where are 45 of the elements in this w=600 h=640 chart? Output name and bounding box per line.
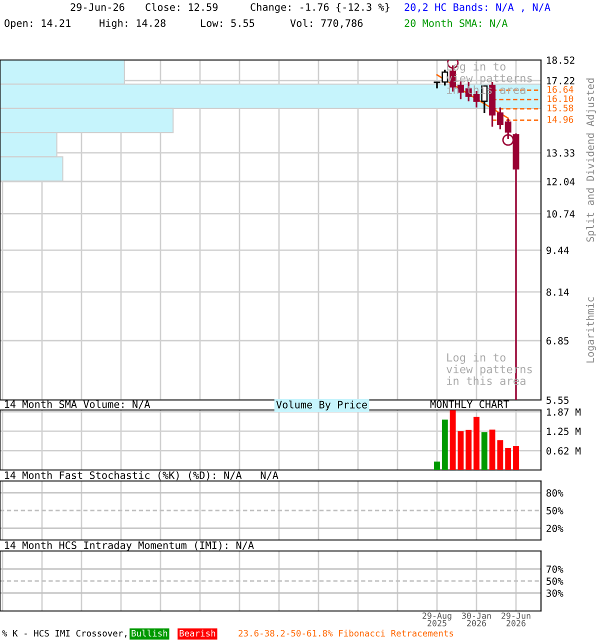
y-tick-label: 70%: [546, 566, 564, 573]
y-axis-title: Split and Dividend Adjusted: [586, 78, 596, 242]
text: Bullish: [132, 630, 168, 637]
y-tick-label: 10.74: [547, 210, 575, 218]
y-tick-label: 12.04: [547, 178, 575, 186]
text: 14 Month HCS Intraday Momentum (IMI): N/A: [5, 541, 254, 551]
y-tick-label: 50%: [546, 578, 564, 585]
text: High: 14.28: [100, 19, 166, 29]
y-tick-label: 1.25 M: [547, 428, 581, 435]
y-tick-label: 0.62 M: [546, 447, 581, 455]
y-tick-label: 1.87 M: [547, 408, 581, 416]
y-tick-label: 6.85: [546, 337, 568, 344]
y-tick-label: 20%: [546, 524, 564, 532]
y-tick-label: 8.14: [546, 288, 569, 296]
text: MONTHLY CHART: [430, 400, 510, 408]
y-tick-label: 5.55: [546, 396, 568, 404]
text: Low: 5.55: [201, 19, 254, 27]
y-tick-label: 50%: [546, 507, 564, 514]
text: 29-Jun-26: [70, 3, 124, 11]
text: Vol: 770,786: [290, 19, 363, 28]
text: 23.6-38.2-50-61.8% Fibonacci Retracements: [238, 630, 454, 637]
ref-line-label: 14.96: [548, 116, 574, 123]
y-tick-label: 80%: [546, 489, 564, 497]
text: Change: -1.76 {-12.3 %}: [250, 3, 390, 13]
text: 14 Month SMA Volume: N/A: [5, 400, 150, 409]
y-tick-label: 18.52: [547, 56, 574, 64]
y-tick-label: 9.44: [546, 246, 569, 254]
ref-line-label: 16.64: [548, 86, 574, 93]
text: 20,2 HC Bands: N/A , N/A: [404, 3, 550, 12]
x-tick-label: 29-Jun 2026: [502, 612, 530, 626]
text: % K - HCS IMI Crossover,: [2, 630, 126, 638]
y-tick-label: 13.33: [547, 149, 574, 157]
text: Logarithmic: [586, 297, 596, 363]
text: 20 Month SMA: N/A: [404, 19, 508, 28]
x-tick-label: 29-Aug 2025: [422, 612, 452, 626]
ref-line-label: 16.10: [548, 95, 574, 102]
text: Open: 14.21: [4, 19, 70, 29]
text: Close: 12.59: [146, 3, 218, 11]
x-tick-label: 30-Jan 2026: [462, 612, 491, 626]
y-tick-label: 30%: [546, 590, 564, 597]
text: Bearish: [180, 630, 216, 637]
y-tick-label: 17.22: [547, 77, 574, 84]
ref-line-label: 15.58: [548, 104, 574, 112]
text: Volume By Price: [276, 400, 367, 410]
text: 14 Month Fast Stochastic (%K) (%D): N/A N/A: [5, 471, 278, 480]
